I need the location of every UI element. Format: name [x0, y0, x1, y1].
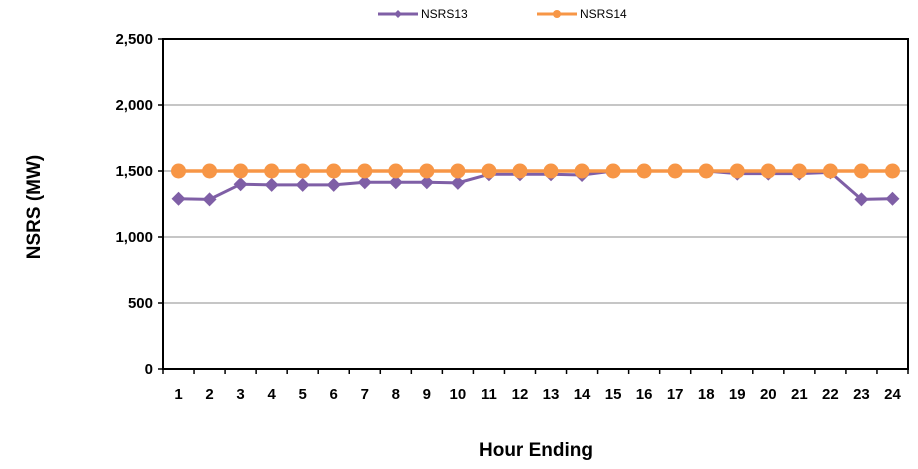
y-axis-title: NSRS (MW) — [24, 155, 45, 259]
y-tick-label: 0 — [145, 361, 153, 378]
x-tick-label: 2 — [205, 386, 213, 403]
x-tick-label: 22 — [822, 386, 839, 403]
data-point-nsrs14 — [357, 163, 373, 179]
data-point-nsrs14 — [419, 163, 435, 179]
y-axis-tick-labels: 0 500 1,000 1,500 2,000 2,500 — [115, 31, 163, 378]
data-point-nsrs14 — [822, 163, 838, 179]
legend-item-nsrs13: NSRS13 — [378, 7, 468, 21]
x-axis-tick-labels: 1 2 3 4 5 6 7 8 9 10 11 12 13 14 15 16 17 18 19 20 21 22 23 24 — [162, 369, 909, 403]
x-tick-label: 9 — [423, 386, 431, 403]
data-point-nsrs14 — [171, 163, 187, 179]
x-tick-label: 6 — [330, 386, 338, 403]
data-point-nsrs14 — [543, 163, 559, 179]
legend-item-nsrs14: NSRS14 — [537, 7, 627, 21]
y-tick-label: 500 — [128, 295, 153, 312]
data-point-nsrs14 — [574, 163, 590, 179]
legend: NSRS13 NSRS14 — [378, 7, 627, 21]
data-point-nsrs13 — [450, 175, 465, 190]
x-tick-label: 24 — [884, 386, 901, 403]
y-tick-label: 1,000 — [115, 229, 153, 246]
data-point-nsrs14 — [760, 163, 776, 179]
data-point-nsrs13 — [885, 191, 900, 206]
data-point-nsrs14 — [481, 163, 497, 179]
data-point-nsrs14 — [853, 163, 869, 179]
data-point-nsrs14 — [605, 163, 621, 179]
x-tick-label: 13 — [543, 386, 560, 403]
data-point-nsrs14 — [884, 163, 900, 179]
series-line-nsrs13 — [178, 169, 893, 201]
data-point-nsrs13 — [202, 192, 217, 207]
legend-label: NSRS13 — [421, 7, 468, 21]
x-tick-label: 21 — [791, 386, 808, 403]
data-point-nsrs14 — [512, 163, 528, 179]
data-point-nsrs13 — [854, 192, 869, 207]
x-tick-label: 23 — [853, 386, 870, 403]
plot-area — [162, 38, 909, 370]
x-tick-label: 17 — [667, 386, 684, 403]
legend-label: NSRS14 — [580, 7, 627, 21]
data-point-nsrs13 — [295, 177, 310, 192]
x-axis-title: Hour Ending — [479, 440, 593, 461]
gridlines — [163, 104, 908, 304]
plot-border — [162, 38, 909, 370]
x-tick-label: 11 — [481, 386, 497, 403]
x-tick-label: 19 — [729, 386, 746, 403]
legend-marker — [553, 10, 561, 18]
data-point-nsrs14 — [698, 163, 714, 179]
y-tick-label: 2,000 — [115, 97, 153, 114]
x-tick-label: 4 — [267, 386, 276, 403]
data-point-nsrs14 — [450, 163, 466, 179]
data-point-nsrs14 — [388, 163, 404, 179]
x-tick-label: 10 — [450, 386, 467, 403]
data-point-nsrs13 — [419, 175, 434, 190]
series-layer — [171, 163, 900, 207]
data-point-nsrs14 — [636, 163, 652, 179]
data-point-nsrs14 — [264, 163, 280, 179]
x-tick-label: 3 — [236, 386, 244, 403]
y-tick-label: 2,500 — [115, 31, 153, 48]
x-tick-label: 5 — [299, 386, 307, 403]
data-point-nsrs14 — [202, 163, 218, 179]
y-tick-label: 1,500 — [115, 163, 153, 180]
data-point-nsrs13 — [357, 175, 372, 190]
data-point-nsrs13 — [326, 177, 341, 192]
x-tick-label: 20 — [760, 386, 777, 403]
x-tick-label: 12 — [512, 386, 529, 403]
data-point-nsrs13 — [388, 175, 403, 190]
data-point-nsrs14 — [233, 163, 249, 179]
data-point-nsrs13 — [264, 177, 279, 192]
data-point-nsrs14 — [326, 163, 342, 179]
legend-marker — [394, 10, 402, 18]
data-point-nsrs13 — [171, 191, 186, 206]
x-tick-label: 14 — [574, 386, 591, 403]
data-point-nsrs14 — [667, 163, 683, 179]
x-tick-label: 18 — [698, 386, 715, 403]
data-point-nsrs14 — [791, 163, 807, 179]
data-point-nsrs14 — [295, 163, 311, 179]
series-nsrs14 — [171, 163, 900, 179]
data-point-nsrs13 — [233, 177, 248, 192]
x-tick-label: 8 — [392, 386, 400, 403]
x-tick-label: 1 — [174, 386, 182, 403]
x-tick-label: 7 — [361, 386, 369, 403]
x-tick-label: 16 — [636, 386, 653, 403]
x-tick-label: 15 — [605, 386, 622, 403]
data-point-nsrs14 — [729, 163, 745, 179]
